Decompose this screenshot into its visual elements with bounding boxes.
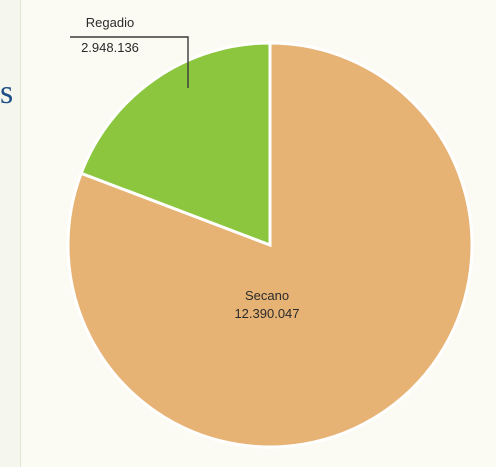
regadio-value-label: 2.948.136	[81, 40, 139, 55]
secano-label: Secano	[245, 288, 289, 303]
regadio-leader-line	[70, 36, 189, 88]
left-margin-strip	[0, 0, 20, 467]
regadio-label: Regadio	[86, 15, 134, 30]
secano-value-label: 12.390.047	[234, 306, 299, 321]
pie-slices	[66, 41, 474, 449]
pie-labels: Regadio 2.948.136 Secano 12.390.047	[70, 15, 300, 321]
pie-slice-regadio	[79, 41, 272, 248]
partial-heading-glyph: s	[0, 74, 14, 111]
